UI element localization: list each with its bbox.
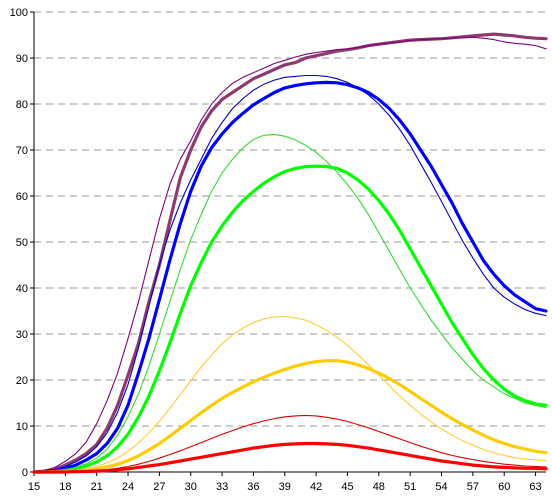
x-tick-label-54: 54 bbox=[435, 481, 447, 493]
series-line-8 bbox=[33, 315, 547, 473]
series-line-7 bbox=[32, 359, 548, 474]
x-tick-label-24: 24 bbox=[122, 481, 134, 493]
series-line-2 bbox=[33, 36, 547, 473]
x-tick-label-51: 51 bbox=[404, 481, 416, 493]
y-tick-label-50: 50 bbox=[16, 237, 28, 249]
x-tick-label-30: 30 bbox=[185, 481, 197, 493]
series-line-4 bbox=[33, 74, 547, 473]
x-tick-label-33: 33 bbox=[216, 481, 228, 493]
x-tick-label-45: 45 bbox=[341, 481, 353, 493]
y-tick-label-20: 20 bbox=[16, 375, 28, 387]
y-tick-label-40: 40 bbox=[16, 283, 28, 295]
x-tick-label-21: 21 bbox=[91, 481, 103, 493]
series-line-3 bbox=[32, 80, 548, 474]
series-line-9 bbox=[32, 441, 548, 474]
x-tick-label-15: 15 bbox=[28, 481, 40, 493]
series-line-5 bbox=[32, 164, 548, 474]
series-line-1 bbox=[32, 32, 548, 474]
y-tick-label-10: 10 bbox=[16, 421, 28, 433]
x-tick-label-48: 48 bbox=[373, 481, 385, 493]
x-tick-label-39: 39 bbox=[279, 481, 291, 493]
grid-lines bbox=[34, 11, 546, 427]
y-tick-label-100: 100 bbox=[10, 7, 28, 19]
y-tick-label-80: 80 bbox=[16, 99, 28, 111]
x-tick-label-63: 63 bbox=[529, 481, 541, 493]
axes bbox=[30, 11, 546, 476]
x-tick-label-18: 18 bbox=[59, 481, 71, 493]
y-tick-label-60: 60 bbox=[16, 191, 28, 203]
y-tick-label-30: 30 bbox=[16, 329, 28, 341]
x-tick-label-27: 27 bbox=[153, 481, 165, 493]
x-tick-label-36: 36 bbox=[247, 481, 259, 493]
x-tick-label-57: 57 bbox=[467, 481, 479, 493]
series-line-10 bbox=[33, 414, 547, 473]
x-tick-labels: 15 18 21 24 27 30 33 36 39 42 45 48 51 54 57 60 63 bbox=[28, 481, 542, 493]
y-tick-label-0: 0 bbox=[22, 467, 28, 479]
series-group bbox=[32, 32, 548, 474]
y-tick-label-70: 70 bbox=[16, 145, 28, 157]
y-tick-labels: 0 10 20 30 40 50 60 70 80 90 100 bbox=[10, 7, 28, 479]
y-tick-label-90: 90 bbox=[16, 53, 28, 65]
x-tick-label-60: 60 bbox=[498, 481, 510, 493]
series-line-6 bbox=[33, 133, 547, 473]
x-tick-label-42: 42 bbox=[310, 481, 322, 493]
